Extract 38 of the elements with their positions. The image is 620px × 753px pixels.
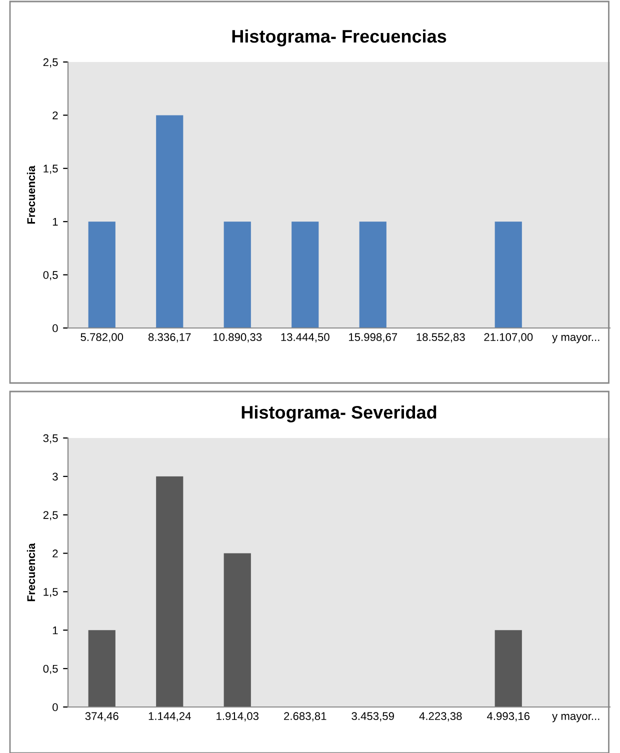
x-tick-label: 21.107,00	[484, 333, 533, 342]
chart-title: Histograma- Frecuencias	[232, 29, 446, 46]
x-tick-label: 10.890,33	[214, 333, 262, 342]
x-tick-label: 13.444,50	[281, 333, 330, 342]
bar	[494, 630, 522, 707]
y-tick-label: 2,5	[43, 511, 58, 520]
y-tick-label: 0	[52, 324, 58, 332]
x-tick-label: 374,46	[85, 712, 118, 722]
x-tick-label: 1.144,24	[148, 712, 191, 722]
y-tick-label: 0,5	[43, 271, 58, 280]
y-tick-label: 0	[52, 703, 58, 712]
y-tick-label: 3,5	[43, 434, 58, 444]
x-tick-label: 4.993,16	[487, 712, 530, 722]
bar	[156, 476, 184, 707]
y-tick-label: 1	[52, 218, 58, 226]
y-tick-label: 1,5	[44, 588, 58, 598]
x-tick-label: 15.998,67	[349, 333, 398, 342]
x-tick-label: 18.552,83	[416, 333, 465, 342]
y-tick-label: 3	[52, 472, 58, 481]
y-tick-label: 1,5	[44, 164, 58, 174]
x-tick-label: y mayor...	[552, 714, 600, 722]
chart-title: Histograma- Severidad	[242, 405, 436, 422]
y-tick-label: 0,5	[43, 664, 58, 674]
y-tick-label: 2,5	[43, 58, 58, 68]
x-tick-label: 3.453,59	[352, 712, 394, 722]
y-tick-label: 1	[52, 626, 58, 634]
y-axis-title: Frecuencia	[26, 166, 36, 224]
y-tick-label: 2	[52, 550, 58, 558]
x-tick-label: 1.914,03	[216, 712, 259, 722]
x-tick-label: 5.782,00	[80, 333, 124, 342]
x-tick-label: 8.336,17	[148, 333, 191, 342]
y-tick-label: 2	[52, 111, 58, 120]
bar	[88, 630, 116, 707]
x-tick-label: y mayor...	[552, 334, 600, 344]
x-tick-label: 2.683,81	[284, 712, 326, 722]
x-tick-label: 4.223,38	[419, 712, 462, 722]
y-axis-title: Frecuencia	[26, 543, 36, 602]
bar	[224, 553, 251, 707]
